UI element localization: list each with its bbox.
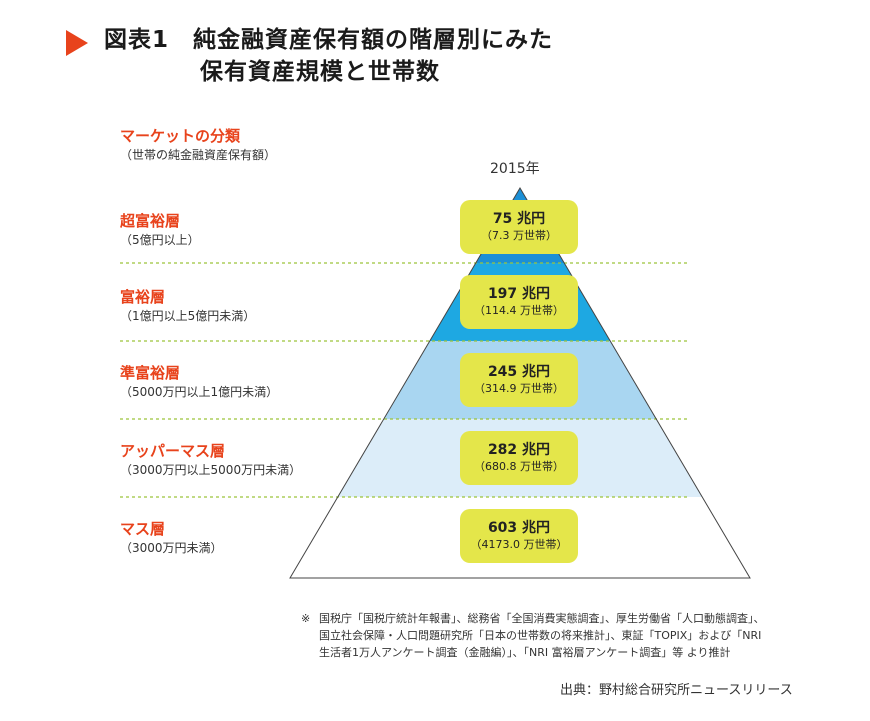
household-count: （680.8 万世帯） — [474, 460, 564, 473]
tier-label-ultra-wealthy: 超富裕層 （5億円以上） — [120, 211, 200, 249]
market-classification-subtitle: （世帯の純金融資産保有額） — [120, 148, 277, 162]
value-box-wealthy: 197 兆円 （114.4 万世帯） — [460, 275, 578, 329]
source-credit: 出典：野村総合研究所ニュースリリース — [560, 683, 793, 698]
pyramid-separators — [120, 262, 690, 498]
tier-name: 準富裕層 — [120, 364, 181, 382]
asset-amount: 197 兆円 — [487, 286, 551, 302]
footnote-line: 国税庁「国税庁統計年報書」、総務省「全国消費実態調査」、厚生労働省「人口動態調査… — [319, 612, 765, 625]
footnote: ※ 国税庁「国税庁統計年報書」、総務省「全国消費実態調査」、厚生労働省「人口動態… — [301, 610, 765, 661]
pyramid-outline — [289, 187, 751, 579]
figure-title: 図表1 純金融資産保有額の階層別にみた 保有資産規模と世帯数 — [104, 24, 553, 88]
household-count: （4173.0 万世帯） — [470, 538, 568, 551]
title-arrow-icon — [66, 30, 88, 56]
value-box-upper-mass: 282 兆円 （680.8 万世帯） — [460, 431, 578, 485]
tier-label-wealthy: 富裕層 （1億円以上5億円未満） — [120, 287, 255, 325]
footnote-mark: ※ — [301, 612, 311, 625]
footnote-line: 生活者1万人アンケート調査（金融編）」、「NRI 富裕層アンケート調査」等 より… — [319, 646, 731, 659]
tier-range: （5000万円以上1億円未満） — [120, 385, 279, 399]
tier-name: マス層 — [120, 520, 166, 538]
tier-range: （1億円以上5億円未満） — [120, 309, 256, 323]
market-classification-title: マーケットの分類 — [120, 127, 241, 145]
footnote-text: 国税庁「国税庁統計年報書」、総務省「全国消費実態調査」、厚生労働省「人口動態調査… — [319, 610, 765, 661]
pyramid-border — [289, 187, 751, 579]
asset-amount: 603 兆円 — [487, 520, 551, 536]
title-line-1: 図表1 純金融資産保有額の階層別にみた — [104, 27, 554, 53]
value-box-ultra-wealthy: 75 兆円 （7.3 万世帯） — [460, 200, 578, 254]
tier-range: （5億円以上） — [120, 233, 200, 247]
household-count: （114.4 万世帯） — [474, 304, 564, 317]
value-box-semi-wealthy: 245 兆円 （314.9 万世帯） — [460, 353, 578, 407]
year-label: 2015年 — [490, 161, 540, 177]
tier-range: （3000万円以上5000万円未満） — [120, 463, 302, 477]
tier-name: 富裕層 — [120, 288, 166, 306]
tier-label-mass: マス層 （3000万円未満） — [120, 519, 223, 557]
tier-label-upper-mass: アッパーマス層 （3000万円以上5000万円未満） — [120, 441, 301, 479]
footnote-line: 国立社会保障・人口問題研究所「日本の世帯数の将来推計」、東証「TOPIX」および… — [319, 629, 762, 642]
title-line-2: 保有資産規模と世帯数 — [200, 59, 440, 85]
tier-name: 超富裕層 — [120, 212, 181, 230]
tier-label-semi-wealthy: 準富裕層 （5000万円以上1億円未満） — [120, 363, 278, 401]
asset-amount: 75 兆円 — [492, 211, 546, 227]
tier-name: アッパーマス層 — [120, 442, 226, 460]
asset-amount: 245 兆円 — [487, 364, 551, 380]
value-box-mass: 603 兆円 （4173.0 万世帯） — [460, 509, 578, 563]
asset-amount: 282 兆円 — [487, 442, 551, 458]
household-count: （314.9 万世帯） — [474, 382, 564, 395]
market-classification-header: マーケットの分類 （世帯の純金融資産保有額） — [120, 126, 276, 164]
tier-range: （3000万円未満） — [120, 541, 223, 555]
household-count: （7.3 万世帯） — [481, 229, 557, 242]
